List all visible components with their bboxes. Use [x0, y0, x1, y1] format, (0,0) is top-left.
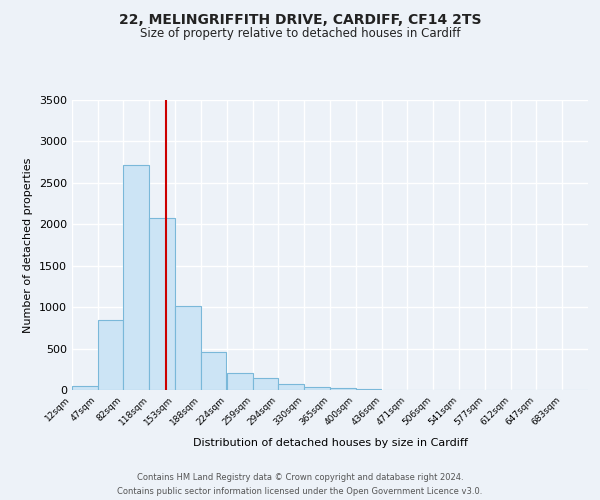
Text: Size of property relative to detached houses in Cardiff: Size of property relative to detached ho… — [140, 28, 460, 40]
Text: Contains public sector information licensed under the Open Government Licence v3: Contains public sector information licen… — [118, 486, 482, 496]
Bar — [175, 306, 200, 390]
Bar — [253, 378, 278, 390]
Text: Contains HM Land Registry data © Crown copyright and database right 2024.: Contains HM Land Registry data © Crown c… — [137, 473, 463, 482]
Bar — [149, 218, 175, 390]
Bar — [72, 386, 98, 390]
Text: 22 MELINGRIFFITH DRIVE: 141sqm
← 68% of detached houses are smaller (5,148)
31% : 22 MELINGRIFFITH DRIVE: 141sqm ← 68% of … — [0, 499, 1, 500]
Bar — [200, 352, 226, 390]
X-axis label: Distribution of detached houses by size in Cardiff: Distribution of detached houses by size … — [193, 438, 467, 448]
Bar — [123, 164, 149, 390]
Text: 22, MELINGRIFFITH DRIVE, CARDIFF, CF14 2TS: 22, MELINGRIFFITH DRIVE, CARDIFF, CF14 2… — [119, 12, 481, 26]
Bar — [330, 388, 356, 390]
Bar — [98, 320, 123, 390]
Bar — [278, 384, 304, 390]
Y-axis label: Number of detached properties: Number of detached properties — [23, 158, 34, 332]
Bar — [227, 372, 253, 390]
Bar — [356, 389, 381, 390]
Bar — [304, 386, 330, 390]
